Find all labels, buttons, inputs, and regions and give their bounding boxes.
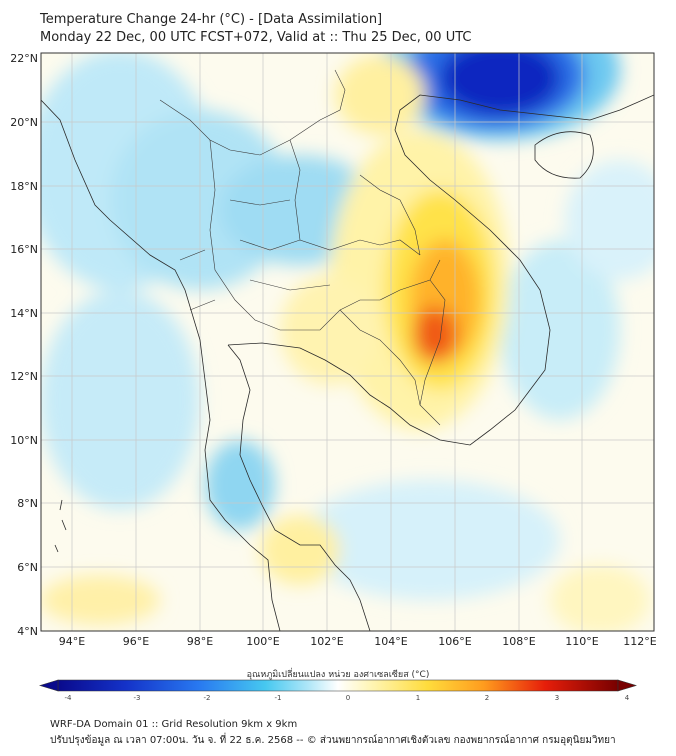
lat-label: 14°N (10, 307, 38, 320)
map-subtitle: Monday 22 Dec, 00 UTC FCST+072, Valid at… (40, 30, 472, 45)
colorbar: -4 -3 -2 -1 0 1 2 3 4 (38, 679, 638, 702)
colorbar-max-arrow (617, 679, 638, 692)
footer-model-info: WRF-DA Domain 01 :: Grid Resolution 9km … (50, 719, 298, 730)
lat-label: 16°N (10, 243, 38, 256)
map-frame (40, 52, 655, 632)
colorbar-tick: 1 (416, 694, 420, 702)
colorbar-tick: -1 (275, 694, 282, 702)
lat-label: 10°N (10, 434, 38, 447)
lon-label: 98°E (187, 635, 213, 648)
colorbar-tick: 4 (625, 694, 630, 702)
colorbar-tick: 3 (555, 694, 559, 702)
colorbar-min-arrow (38, 679, 59, 692)
colorbar-tick: 0 (346, 694, 350, 702)
lon-label: 102°E (310, 635, 343, 648)
lon-label: 106°E (438, 635, 471, 648)
lon-label: 100°E (246, 635, 279, 648)
map-title: Temperature Change 24-hr (°C) - [Data As… (40, 12, 383, 27)
lon-label: 112°E (623, 635, 656, 648)
longitude-labels: 94°E 96°E 98°E 100°E 102°E 104°E 106°E 1… (59, 635, 657, 648)
colorbar-tick: -2 (204, 694, 211, 702)
lat-label: 4°N (17, 625, 38, 638)
colorbar-tick: -4 (65, 694, 73, 702)
colorbar-ticks: -4 -3 -2 -1 0 1 2 3 4 (65, 694, 630, 702)
temperature-field (41, 53, 654, 631)
lat-label: 12°N (10, 370, 38, 383)
coastlines (41, 94, 654, 631)
colorbar-tick: 2 (485, 694, 489, 702)
latitude-labels: 4°N 6°N 8°N 10°N 12°N 14°N 16°N 18°N 20°… (10, 52, 38, 638)
colorbar-tick: -3 (134, 694, 141, 702)
lon-label: 104°E (374, 635, 407, 648)
lat-label: 20°N (10, 116, 38, 129)
colorbar-label: อุณหภูมิเปลี่ยนแปลง หน่วย องศาเซลเซียส (… (246, 670, 430, 680)
lat-label: 8°N (17, 497, 38, 510)
lat-label: 6°N (17, 561, 38, 574)
lon-label: 110°E (565, 635, 598, 648)
lat-label: 18°N (10, 180, 38, 193)
lat-label: 22°N (10, 52, 38, 65)
lon-label: 96°E (123, 635, 149, 648)
footer-credit: ปรับปรุงข้อมูล ณ เวลา 07:00น. วัน จ. ที่… (50, 735, 616, 746)
lon-label: 108°E (502, 635, 535, 648)
lon-label: 94°E (59, 635, 85, 648)
province-borders (159, 69, 446, 426)
colorbar-gradient (57, 679, 619, 692)
